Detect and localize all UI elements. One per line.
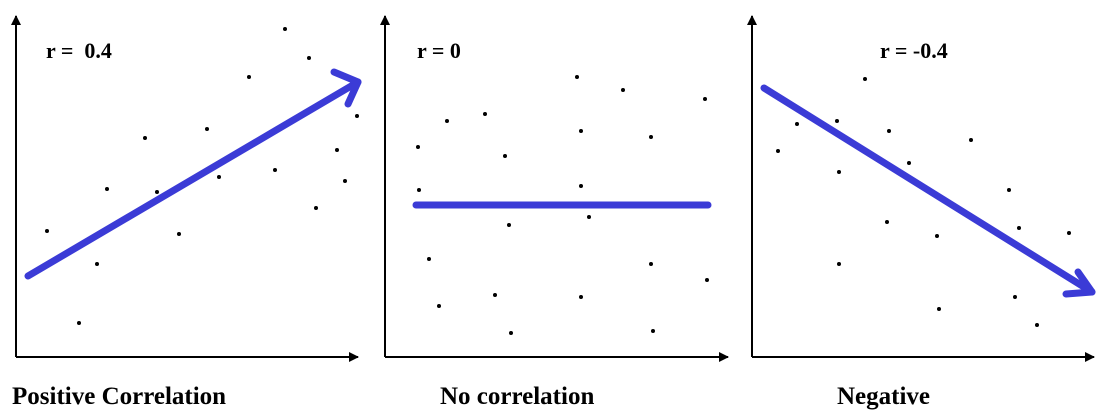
caption: No correlation — [440, 383, 594, 410]
dot — [651, 329, 655, 333]
dot — [1067, 231, 1071, 235]
dot — [795, 122, 799, 126]
dot — [314, 206, 318, 210]
dot — [509, 331, 513, 335]
dot — [703, 97, 707, 101]
r-label: r = 0 — [417, 38, 461, 63]
dot — [907, 161, 911, 165]
dot — [205, 127, 209, 131]
dot — [1035, 323, 1039, 327]
dot — [143, 136, 147, 140]
dot — [579, 184, 583, 188]
axes — [11, 15, 1095, 362]
dot — [343, 179, 347, 183]
caption: Negative — [837, 383, 930, 410]
dot — [273, 168, 277, 172]
dot — [587, 215, 591, 219]
dot — [416, 145, 420, 149]
dot — [837, 262, 841, 266]
dot — [935, 234, 939, 238]
dot — [885, 220, 889, 224]
dot — [863, 77, 867, 81]
dot — [969, 138, 973, 142]
dot — [45, 229, 49, 233]
dot — [247, 75, 251, 79]
trend-line — [760, 84, 1096, 298]
caption: Positive Correlation — [12, 383, 226, 410]
r-label: r = -0.4 — [880, 38, 948, 63]
dot — [483, 112, 487, 116]
dot — [155, 190, 159, 194]
dot — [705, 278, 709, 282]
scatter-points — [45, 27, 1071, 335]
dot — [1013, 295, 1017, 299]
dot — [649, 135, 653, 139]
trend-line — [24, 68, 362, 280]
dot — [95, 262, 99, 266]
dot — [493, 293, 497, 297]
dot — [105, 187, 109, 191]
dot — [579, 129, 583, 133]
dot — [427, 257, 431, 261]
dot — [837, 170, 841, 174]
dot — [621, 88, 625, 92]
dot — [579, 295, 583, 299]
dot — [937, 307, 941, 311]
dot — [77, 321, 81, 325]
dot — [417, 188, 421, 192]
dot — [437, 304, 441, 308]
dot — [503, 154, 507, 158]
dot — [1007, 188, 1011, 192]
dot — [507, 223, 511, 227]
dot — [217, 175, 221, 179]
dot — [283, 27, 287, 31]
dot — [1017, 226, 1021, 230]
dot — [335, 148, 339, 152]
dot — [776, 149, 780, 153]
dot — [307, 56, 311, 60]
dot — [575, 75, 579, 79]
dot — [177, 232, 181, 236]
dot — [835, 119, 839, 123]
r-label: r = 0.4 — [46, 38, 112, 63]
dot — [445, 119, 449, 123]
dot — [887, 129, 891, 133]
dot — [355, 114, 359, 118]
dot — [649, 262, 653, 266]
